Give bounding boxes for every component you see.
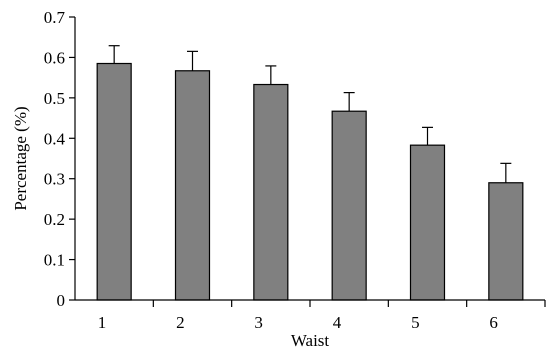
x-tick-label: 1 [98, 313, 107, 332]
y-tick-label: 0 [57, 291, 66, 310]
x-ticks: 1 2 3 4 5 6 [98, 300, 546, 332]
bar [331, 110, 367, 301]
x-tick-label: 6 [489, 313, 498, 332]
y-tick-label: 0.1 [44, 251, 65, 270]
x-tick-label: 4 [333, 313, 342, 332]
y-tick-label: 0.7 [44, 8, 66, 27]
y-tick-label: 0.2 [44, 210, 65, 229]
y-tick-label: 0.3 [44, 170, 65, 189]
x-tick-label: 2 [176, 313, 185, 332]
y-axis-title: Percentage (%) [11, 106, 30, 210]
y-tick-label: 0.6 [44, 48, 65, 67]
bar [409, 144, 446, 301]
bar [253, 83, 289, 301]
error-bars [108, 45, 512, 183]
x-tick-label: 5 [411, 313, 420, 332]
bars [96, 62, 524, 301]
x-axis-title: Waist [291, 331, 330, 350]
bar [488, 182, 524, 301]
y-ticks: 0 0.1 0.2 0.3 0.4 0.5 0.6 0.7 [44, 8, 75, 310]
x-tick-label: 3 [254, 313, 263, 332]
bar [174, 70, 211, 301]
y-tick-label: 0.5 [44, 89, 65, 108]
bar [96, 62, 132, 301]
y-tick-label: 0.4 [44, 129, 66, 148]
